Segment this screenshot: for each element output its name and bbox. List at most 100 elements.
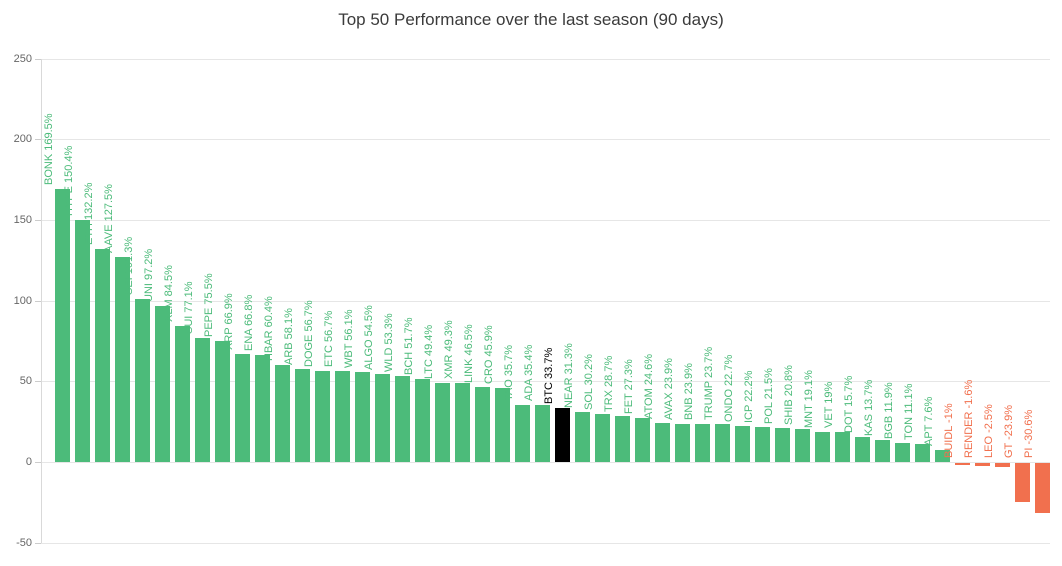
bar-label-uni: UNI 97.2% xyxy=(143,248,155,302)
bar-render xyxy=(975,463,990,466)
bar-bonk xyxy=(55,188,70,463)
gridline xyxy=(41,58,1050,60)
gridline xyxy=(41,461,1050,463)
bar-label-hype: HYPE 150.4% xyxy=(63,145,75,216)
bar-label-ada: ADA 35.4% xyxy=(523,344,535,402)
y-tick-label: 150 xyxy=(13,213,32,226)
bar-bnb xyxy=(695,423,710,463)
bar-sei xyxy=(135,298,150,463)
bar-label-fet: FET 27.3% xyxy=(623,359,635,415)
bar-label-sol: SOL 30.2% xyxy=(583,353,595,410)
bar-label-trump: TRUMP 23.7% xyxy=(703,346,715,421)
bar-label-algo: ALGO 54.5% xyxy=(363,305,375,371)
bar-fet xyxy=(635,418,650,463)
bar-sol xyxy=(595,413,610,463)
bar-label-pi: PI -30.6% xyxy=(1023,410,1035,459)
bar-leo xyxy=(995,463,1010,468)
bar-label-aave: AAVE 127.5% xyxy=(103,183,115,253)
bar-label-dot: DOT 15.7% xyxy=(843,375,855,433)
y-tick-mark xyxy=(35,139,41,141)
bar-label-bnb: BNB 23.9% xyxy=(683,362,695,420)
bar-shib xyxy=(795,428,810,463)
bar-label-ltc: LTC 49.4% xyxy=(423,324,435,379)
bar-label-bch: BCH 51.7% xyxy=(403,317,415,375)
y-tick-mark xyxy=(35,381,41,383)
bar-xlm xyxy=(175,326,190,463)
bar-label-arb: ARB 58.1% xyxy=(283,307,295,365)
bar-label-xrp: XRP 66.9% xyxy=(223,293,235,351)
bar-label-render: RENDER -1.6% xyxy=(963,380,975,459)
bar-bgb xyxy=(895,443,910,463)
bar-label-mnt: MNT 19.1% xyxy=(803,369,815,428)
bar-label-ondo: ONDO 22.7% xyxy=(723,354,735,422)
bar-label-btc: BTC 33.7% xyxy=(543,347,555,404)
y-tick-mark xyxy=(35,300,41,302)
bar-btc xyxy=(555,407,570,463)
y-tick-label: -50 xyxy=(16,536,32,549)
y-axis-line xyxy=(41,59,42,543)
bar-ltc xyxy=(435,382,450,463)
bar-wbt xyxy=(355,371,370,463)
gridline xyxy=(41,139,1050,141)
bar-icp xyxy=(755,426,770,463)
y-tick-label: 50 xyxy=(19,375,32,388)
bar-label-sei: SEI 101.3% xyxy=(123,236,135,295)
bar-bch xyxy=(415,378,430,463)
bar-pi xyxy=(1035,463,1050,513)
chart-title: Top 50 Performance over the last season … xyxy=(338,10,724,29)
gridline xyxy=(41,219,1050,221)
bar-buidl xyxy=(955,463,970,465)
bar-label-eth: ETH 132.2% xyxy=(83,182,95,246)
bar-label-kas: KAS 13.7% xyxy=(863,379,875,437)
y-tick-mark xyxy=(35,461,41,463)
bar-hype xyxy=(75,219,90,463)
bar-label-pol: POL 21.5% xyxy=(763,367,775,424)
bar-doge xyxy=(315,370,330,463)
gridline xyxy=(41,300,1050,302)
bar-eth xyxy=(95,249,110,463)
bar-kas xyxy=(875,440,890,463)
bar-label-shib: SHIB 20.8% xyxy=(783,364,795,425)
y-tick-label: 0 xyxy=(25,455,32,468)
bar-arb xyxy=(295,368,310,463)
bar-atom xyxy=(655,422,670,463)
bar-tao xyxy=(515,404,530,463)
y-tick-mark xyxy=(35,542,41,544)
bar-ena xyxy=(255,354,270,463)
bar-label-buidl: BUIDL -1% xyxy=(943,403,955,459)
bar-near xyxy=(575,411,590,463)
bar-ada xyxy=(535,405,550,463)
bar-algo xyxy=(375,374,390,463)
bar-label-bonk: BONK 169.5% xyxy=(43,113,55,185)
y-tick-mark xyxy=(35,58,41,60)
bar-mnt xyxy=(815,431,830,463)
bar-wld xyxy=(395,376,410,463)
y-tick-label: 200 xyxy=(13,133,32,146)
bar-link xyxy=(475,387,490,463)
gridline xyxy=(41,542,1050,544)
bar-gt xyxy=(1015,463,1030,502)
bar-dot xyxy=(855,437,870,463)
bar-label-pepe: PEPE 75.5% xyxy=(203,272,215,337)
bar-ton xyxy=(915,444,930,463)
bar-label-bgb: BGB 11.9% xyxy=(883,382,895,440)
bar-label-apt: APT 7.6% xyxy=(923,396,935,447)
bar-uni xyxy=(155,305,170,463)
y-tick-label: 250 xyxy=(13,52,32,65)
bar-label-wbt: WBT 56.1% xyxy=(343,309,355,368)
bar-label-doge: DOGE 56.7% xyxy=(303,300,315,367)
bar-ondo xyxy=(735,425,750,463)
bar-label-trx: TRX 28.7% xyxy=(603,355,615,413)
bar-hbar xyxy=(275,364,290,463)
bar-pol xyxy=(775,427,790,463)
bar-cro xyxy=(495,388,510,463)
bar-sui xyxy=(195,337,210,463)
bar-label-wld: WLD 53.3% xyxy=(383,313,395,373)
bar-etc xyxy=(335,370,350,463)
bar-label-ton: TON 11.1% xyxy=(903,383,915,441)
bar-label-icp: ICP 22.2% xyxy=(743,370,755,423)
bar-label-tao: TAO 35.7% xyxy=(503,344,515,401)
bar-trump xyxy=(715,424,730,463)
bar-aave xyxy=(115,256,130,463)
